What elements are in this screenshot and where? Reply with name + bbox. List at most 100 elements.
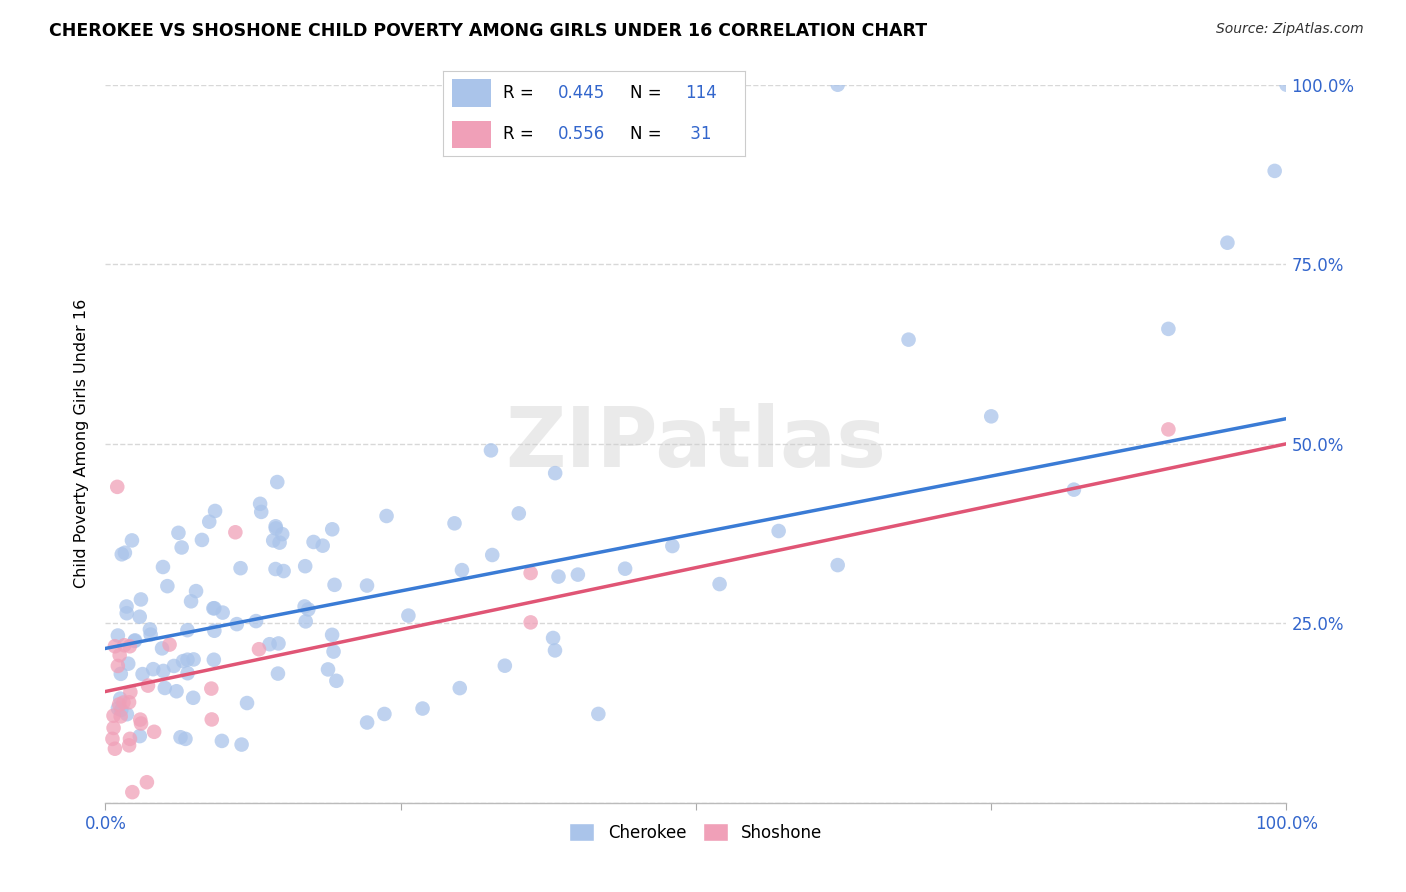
Point xyxy=(323,578,346,592)
Point xyxy=(259,637,281,651)
Point xyxy=(120,685,142,699)
Point xyxy=(118,731,141,746)
Point xyxy=(176,666,198,681)
Point xyxy=(202,601,225,615)
Point xyxy=(316,662,339,676)
Point xyxy=(229,561,252,575)
FancyBboxPatch shape xyxy=(451,79,491,107)
Point xyxy=(269,535,291,549)
Text: 31: 31 xyxy=(685,126,711,144)
Point xyxy=(297,602,319,616)
Point xyxy=(118,695,141,709)
Point xyxy=(373,706,395,721)
Point xyxy=(118,739,141,753)
Point xyxy=(827,78,849,92)
Point xyxy=(264,519,287,533)
Point xyxy=(661,539,683,553)
Point xyxy=(897,333,920,347)
Text: R =: R = xyxy=(503,126,540,144)
Point xyxy=(449,681,471,695)
Point xyxy=(198,515,221,529)
Point xyxy=(267,666,290,681)
Point xyxy=(104,639,127,653)
Point xyxy=(180,594,202,608)
Point xyxy=(768,524,790,538)
Point xyxy=(264,521,287,535)
Point xyxy=(294,599,316,614)
Point xyxy=(321,522,343,536)
Point xyxy=(103,721,125,735)
Point xyxy=(250,505,273,519)
Point xyxy=(396,608,419,623)
Point xyxy=(273,564,295,578)
Point xyxy=(139,623,162,637)
Text: N =: N = xyxy=(630,126,668,144)
Y-axis label: Child Poverty Among Girls Under 16: Child Poverty Among Girls Under 16 xyxy=(73,299,89,589)
Point xyxy=(128,729,150,743)
Point xyxy=(312,539,335,553)
Legend: Cherokee, Shoshone: Cherokee, Shoshone xyxy=(562,817,830,848)
Point xyxy=(159,638,181,652)
Point xyxy=(107,628,129,642)
Point xyxy=(1157,422,1180,436)
Point xyxy=(204,504,226,518)
Point xyxy=(121,785,143,799)
Point xyxy=(302,535,325,549)
Point xyxy=(170,541,193,555)
Point xyxy=(172,654,194,668)
Text: 0.445: 0.445 xyxy=(558,84,605,102)
Text: R =: R = xyxy=(503,84,540,102)
Point xyxy=(709,577,731,591)
Point xyxy=(200,681,222,696)
Point xyxy=(544,466,567,480)
Point xyxy=(156,579,179,593)
Point xyxy=(110,691,132,706)
Point xyxy=(519,566,541,580)
Point xyxy=(117,657,139,671)
Point xyxy=(827,558,849,573)
Point xyxy=(111,547,134,561)
Point xyxy=(231,738,253,752)
Point xyxy=(614,562,637,576)
Point xyxy=(519,615,541,630)
Point xyxy=(131,667,153,681)
Point xyxy=(201,713,224,727)
Point xyxy=(191,533,214,547)
Point xyxy=(163,659,186,673)
Point xyxy=(150,641,173,656)
Point xyxy=(139,627,162,641)
Point xyxy=(294,615,316,629)
Point xyxy=(356,578,378,592)
Point xyxy=(322,644,344,658)
Point xyxy=(136,679,159,693)
Point xyxy=(183,652,205,666)
Point xyxy=(176,653,198,667)
Point xyxy=(443,516,465,531)
Point xyxy=(112,638,135,652)
Point xyxy=(115,599,138,614)
Point xyxy=(1063,483,1085,497)
Point xyxy=(375,508,398,523)
Point xyxy=(202,653,225,667)
Point xyxy=(114,546,136,560)
Point xyxy=(236,696,259,710)
Point xyxy=(325,673,347,688)
Point xyxy=(153,681,176,695)
Point xyxy=(211,606,233,620)
Point xyxy=(143,724,166,739)
Point xyxy=(167,525,190,540)
Point xyxy=(249,497,271,511)
Point xyxy=(101,731,124,746)
Point xyxy=(107,701,129,715)
Point xyxy=(544,643,567,657)
Text: 114: 114 xyxy=(685,84,717,102)
Point xyxy=(184,584,207,599)
Point xyxy=(115,707,138,722)
Point xyxy=(115,606,138,620)
Point xyxy=(211,734,233,748)
Point xyxy=(112,696,135,710)
Point xyxy=(451,563,474,577)
Point xyxy=(356,715,378,730)
Point xyxy=(225,617,247,632)
Text: Source: ZipAtlas.com: Source: ZipAtlas.com xyxy=(1216,22,1364,37)
